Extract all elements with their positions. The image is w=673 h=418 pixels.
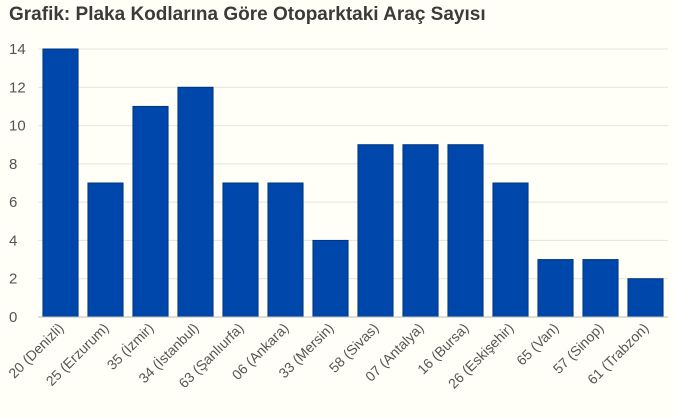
y-tick-label: 14 xyxy=(9,41,26,58)
y-tick-label: 0 xyxy=(9,309,17,326)
bar xyxy=(582,259,619,318)
y-tick-label: 12 xyxy=(9,79,26,96)
bar xyxy=(357,144,394,318)
bar xyxy=(132,105,169,318)
bar xyxy=(402,144,439,318)
bar xyxy=(447,144,484,318)
bar xyxy=(87,182,124,318)
y-tick-label: 2 xyxy=(9,271,17,288)
y-axis-ticks: 0 2 4 6 8 10 12 14 xyxy=(9,41,26,326)
bar xyxy=(537,259,574,318)
bar xyxy=(177,86,214,318)
y-tick-label: 10 xyxy=(9,118,26,135)
bars xyxy=(42,48,664,318)
chart-title: Grafik: Plaka Kodlarına Göre Otoparktaki… xyxy=(9,4,486,25)
y-tick-label: 4 xyxy=(9,232,17,249)
x-axis-ticks: 20 (Denizli)25 (Erzurum)35 (İzmir)34 (İs… xyxy=(5,319,651,392)
bar xyxy=(492,182,529,318)
bar xyxy=(222,182,259,318)
y-tick-label: 8 xyxy=(9,156,17,173)
bar xyxy=(627,278,664,318)
bar xyxy=(267,182,304,318)
bar xyxy=(312,239,349,318)
bar xyxy=(42,48,79,318)
y-tick-label: 6 xyxy=(9,194,17,211)
